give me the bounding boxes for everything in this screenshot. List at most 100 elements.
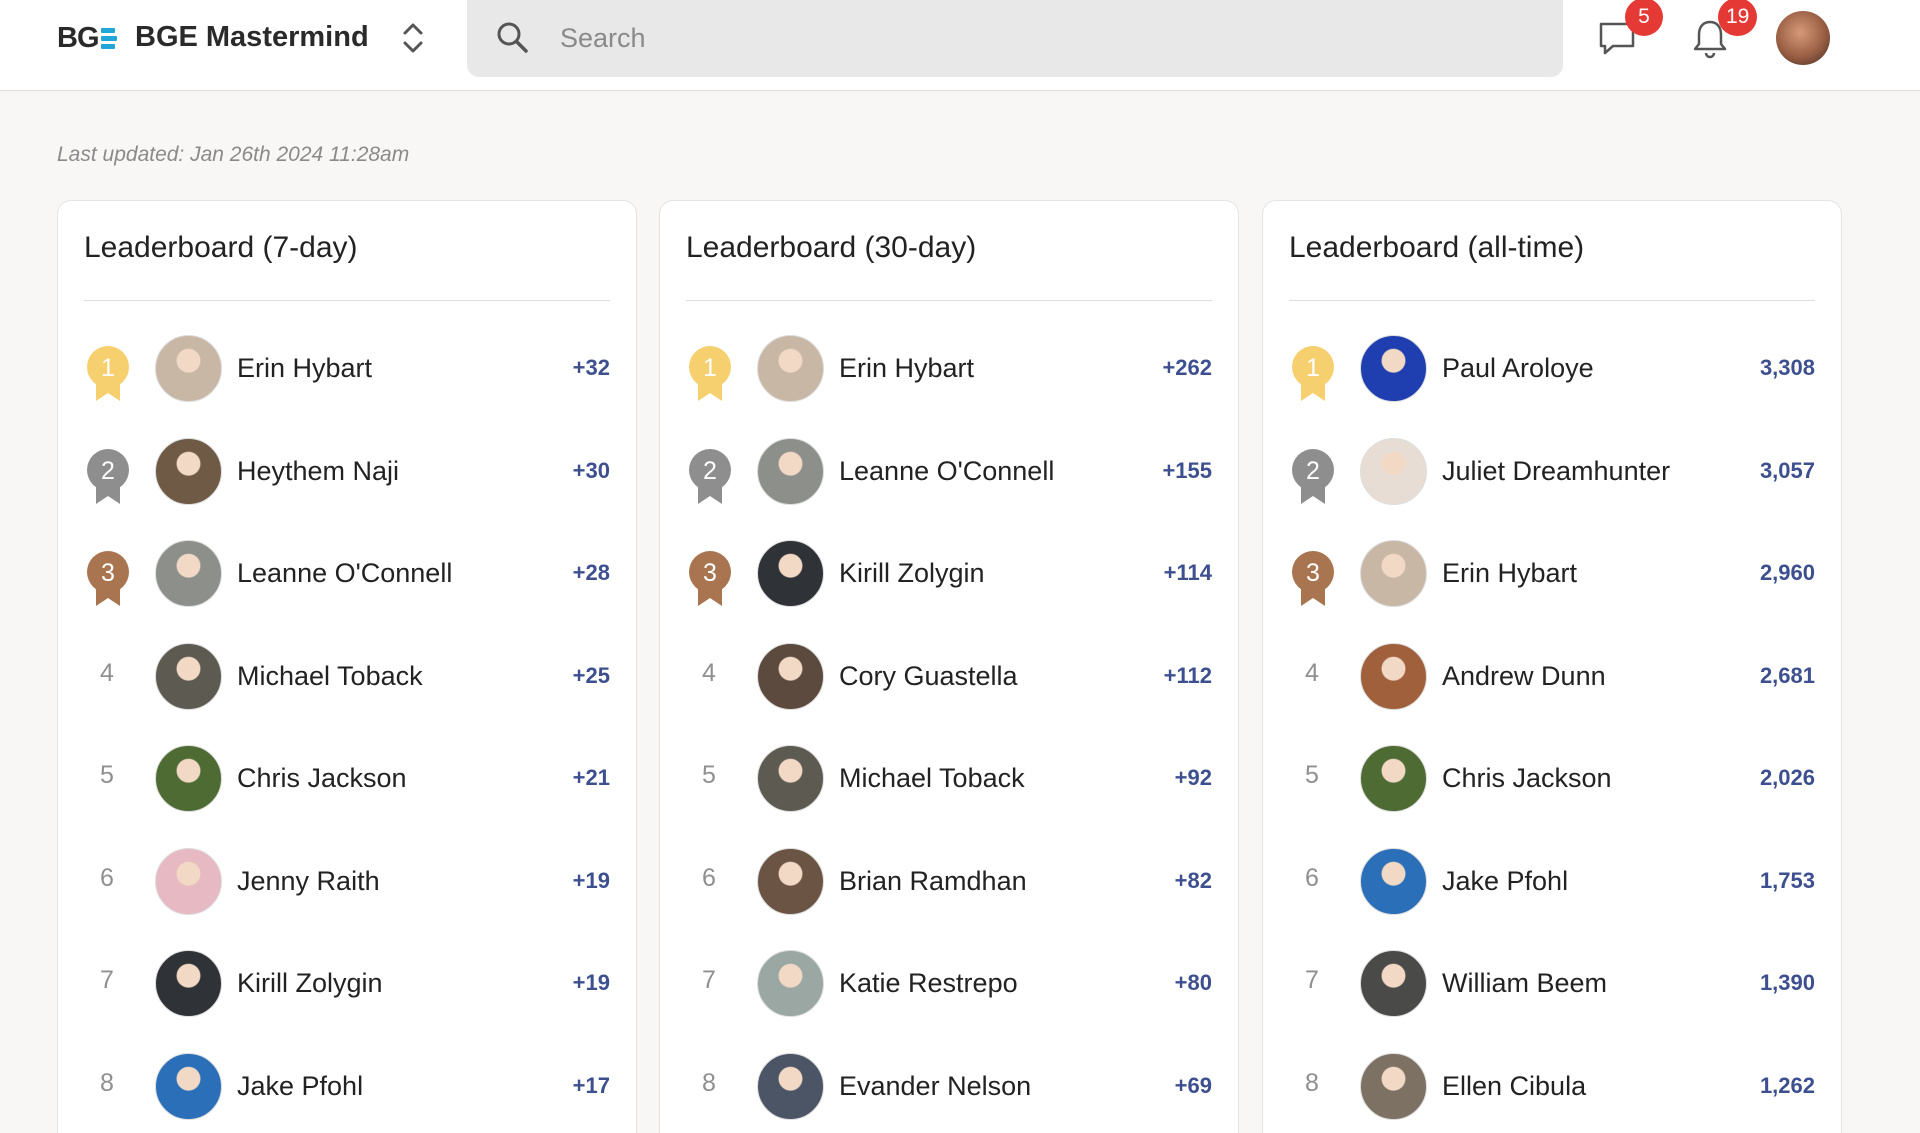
avatar[interactable]: [155, 540, 222, 607]
points: 2,960: [1759, 560, 1815, 585]
avatar[interactable]: [155, 437, 222, 505]
member-name[interactable]: Kirill Zolygin: [237, 968, 383, 998]
leaderboard-row[interactable]: 3 Kirill Zolygin +114: [686, 538, 1212, 610]
member-name[interactable]: Chris Jackson: [1442, 763, 1612, 793]
rank-medal-icon: 1: [689, 346, 731, 401]
member-name[interactable]: William Beem: [1442, 968, 1608, 998]
leaderboard-row[interactable]: 8 Evander Nelson +69: [686, 1051, 1212, 1123]
avatar[interactable]: [757, 847, 824, 915]
leaderboard-row[interactable]: 7 Kirill Zolygin +19: [84, 948, 610, 1020]
rank-number: 7: [1305, 966, 1319, 994]
avatar[interactable]: [757, 1052, 824, 1120]
member-name[interactable]: Chris Jackson: [237, 763, 407, 793]
leaderboard-row[interactable]: 4 Andrew Dunn 2,681: [1289, 641, 1815, 713]
avatar[interactable]: [1360, 335, 1427, 402]
avatar[interactable]: [155, 950, 222, 1017]
messages-button[interactable]: 5: [1595, 0, 1663, 60]
bell-icon: [1693, 20, 1727, 59]
leaderboard-row[interactable]: 8 Ellen Cibula 1,262: [1289, 1051, 1815, 1123]
avatar[interactable]: [1360, 437, 1427, 505]
chevron-up-down-icon[interactable]: [398, 18, 428, 58]
member-name[interactable]: Brian Ramdhan: [839, 865, 1027, 896]
member-name[interactable]: Leanne O'Connell: [237, 558, 453, 588]
points: +82: [1174, 867, 1212, 893]
leaderboard-row[interactable]: 6 Brian Ramdhan +82: [686, 846, 1212, 918]
avatar[interactable]: [757, 642, 824, 710]
avatar[interactable]: [1360, 1052, 1427, 1120]
avatar[interactable]: [757, 335, 824, 402]
member-name[interactable]: Katie Restrepo: [839, 968, 1018, 998]
avatar[interactable]: [155, 1052, 222, 1120]
search-input[interactable]: [560, 18, 1460, 58]
leaderboard-row[interactable]: 5 Michael Toback +92: [686, 743, 1212, 815]
member-name[interactable]: Cory Guastella: [839, 660, 1018, 691]
bge-logo[interactable]: BG: [57, 22, 117, 54]
leaderboard-row[interactable]: 1 Erin Hybart +262: [686, 333, 1212, 405]
logo-bars-icon: [100, 27, 117, 49]
member-name[interactable]: Juliet Dreamhunter: [1442, 455, 1671, 486]
member-name[interactable]: Erin Hybart: [839, 353, 975, 383]
leaderboard-row[interactable]: 3 Leanne O'Connell +28: [84, 538, 610, 610]
member-name[interactable]: Erin Hybart: [1442, 558, 1578, 588]
avatar[interactable]: [757, 540, 824, 607]
leaderboard-row[interactable]: 1 Erin Hybart +32: [84, 333, 610, 405]
avatar[interactable]: [155, 745, 222, 812]
leaderboard-row[interactable]: 5 Chris Jackson 2,026: [1289, 743, 1815, 815]
leaderboard-row[interactable]: 2 Juliet Dreamhunter 3,057: [1289, 436, 1815, 508]
member-name[interactable]: Leanne O'Connell: [839, 455, 1055, 486]
leaderboard-row[interactable]: 2 Leanne O'Connell +155: [686, 436, 1212, 508]
search-bar[interactable]: [467, 0, 1563, 77]
leaderboard-row[interactable]: 3 Erin Hybart 2,960: [1289, 538, 1815, 610]
member-name[interactable]: Jake Pfohl: [237, 1070, 364, 1101]
member-name[interactable]: Evander Nelson: [839, 1070, 1032, 1101]
avatar[interactable]: [757, 745, 824, 812]
member-name[interactable]: Erin Hybart: [237, 353, 373, 383]
avatar[interactable]: [1360, 847, 1427, 915]
notifications-button[interactable]: 19: [1688, 0, 1758, 60]
member-name[interactable]: Jenny Raith: [237, 865, 380, 896]
group-name[interactable]: BGE Mastermind: [135, 21, 369, 53]
rank-number: 7: [702, 966, 716, 994]
leaderboard-row[interactable]: 7 Katie Restrepo +80: [686, 948, 1212, 1020]
member-name[interactable]: Michael Toback: [839, 763, 1025, 793]
avatar[interactable]: [757, 950, 824, 1017]
leaderboard-all-time: Leaderboard (all-time) 1 Paul Aroloye 3,30…: [1262, 200, 1842, 1133]
leaderboard-row[interactable]: 7 William Beem 1,390: [1289, 948, 1815, 1020]
panel-title: Leaderboard (30-day): [686, 231, 977, 264]
leaderboard-row[interactable]: 1 Paul Aroloye 3,308: [1289, 333, 1815, 405]
leaderboard-row[interactable]: 5 Chris Jackson +21: [84, 743, 610, 815]
member-name[interactable]: Heythem Naji: [237, 455, 400, 486]
member-name[interactable]: Ellen Cibula: [1442, 1070, 1587, 1101]
rank-number: 3: [1306, 559, 1320, 587]
member-name[interactable]: Kirill Zolygin: [839, 558, 985, 588]
leaderboard-row[interactable]: 6 Jenny Raith +19: [84, 846, 610, 918]
avatar[interactable]: [1360, 745, 1427, 812]
member-name[interactable]: Paul Aroloye: [1442, 353, 1594, 383]
member-name[interactable]: Andrew Dunn: [1442, 660, 1606, 691]
points: +30: [572, 457, 610, 483]
leaderboard-row[interactable]: 2 Heythem Naji +30: [84, 436, 610, 508]
panel-title: Leaderboard (7-day): [84, 231, 358, 264]
rank-number: 4: [100, 658, 114, 687]
member-name[interactable]: Michael Toback: [237, 660, 423, 691]
rank-number: 1: [1306, 354, 1320, 382]
avatar[interactable]: [1360, 642, 1427, 710]
points: +32: [572, 355, 610, 380]
user-avatar[interactable]: [1776, 11, 1830, 65]
leaderboard-row[interactable]: 8 Jake Pfohl +17: [84, 1051, 610, 1123]
avatar[interactable]: [1360, 540, 1427, 607]
rank-number: 5: [702, 761, 716, 789]
leaderboard-row[interactable]: 4 Cory Guastella +112: [686, 641, 1212, 713]
avatar[interactable]: [155, 335, 222, 402]
leaderboard-row[interactable]: 4 Michael Toback +25: [84, 641, 610, 713]
leaderboard-row[interactable]: 6 Jake Pfohl 1,753: [1289, 846, 1815, 918]
avatar[interactable]: [757, 437, 824, 505]
rank-number: 4: [1305, 658, 1319, 687]
avatar[interactable]: [1360, 950, 1427, 1017]
rank-medal-icon: 1: [1292, 346, 1334, 401]
member-name[interactable]: Jake Pfohl: [1442, 865, 1569, 896]
avatar[interactable]: [155, 642, 222, 710]
leaderboard-7-day: Leaderboard (7-day) 1 Erin Hybart +32 2 Heyt…: [57, 200, 637, 1133]
points: +92: [1174, 765, 1212, 790]
avatar[interactable]: [155, 847, 222, 915]
